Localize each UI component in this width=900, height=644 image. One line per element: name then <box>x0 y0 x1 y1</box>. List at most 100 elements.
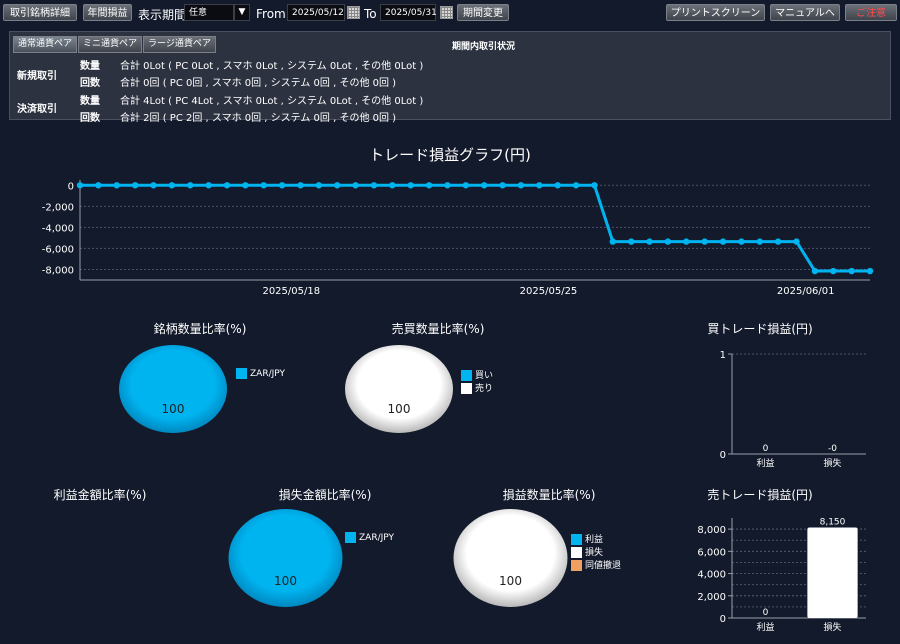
y-tick-label: -4,000 <box>42 223 74 234</box>
tab-standard-pairs[interactable]: 通常通貨ペア <box>13 36 78 53</box>
data-point <box>278 182 286 189</box>
caution-button[interactable]: ご注意 <box>845 4 897 21</box>
data-point <box>517 182 525 189</box>
y-tick-label: 2,000 <box>697 592 726 603</box>
pie-slice <box>345 345 453 433</box>
legend-item: 利益 <box>571 532 603 545</box>
bar-value-label: 0 <box>763 444 769 454</box>
legend-swatch <box>571 560 582 571</box>
series-line <box>80 183 870 273</box>
trade-pl-line-chart: 0 -2,000 -4,000 -6,000 -8,000 2025/05/18 2025/… <box>42 180 874 297</box>
period-select[interactable]: 任意 <box>184 4 234 21</box>
y-tick-label: 0 <box>68 181 74 192</box>
to-label: To <box>364 7 377 21</box>
from-date-input[interactable]: 2025/05/12 <box>287 4 345 21</box>
tab-large-pairs[interactable]: ラージ通貨ペア <box>143 36 216 53</box>
y-tick-label: -2,000 <box>42 202 74 213</box>
data-point <box>683 238 690 245</box>
data-point <box>774 238 782 245</box>
legend-item: 損失 <box>571 545 603 558</box>
y-tick-label: 8,000 <box>697 525 726 536</box>
data-point <box>370 182 378 189</box>
y-tick-label: 1 <box>720 350 726 361</box>
bar-value-label: -0 <box>828 444 837 454</box>
data-point <box>168 182 176 189</box>
bar-value-label: 0 <box>763 608 769 618</box>
bar-value-label: 8,150 <box>820 517 846 527</box>
pie-slice <box>453 509 568 607</box>
y-tick-label: 0 <box>720 614 726 625</box>
data-point <box>627 238 635 245</box>
period-label: 表示期間 <box>138 8 187 22</box>
data-point <box>793 238 800 245</box>
legend-item: 同値撤退 <box>571 558 621 571</box>
data-point <box>572 182 580 189</box>
settle-count-value: 合計 2回 ( PC 2回 , スマホ 0回 , システム 0回 , その他 0… <box>120 113 397 124</box>
bar2-title: 売トレード損益(円) <box>707 488 813 502</box>
sell-pl-bar-chart: 0 2,000 4,000 6,000 8,000 0 利益 8,150 損失 <box>697 517 866 633</box>
legend-swatch <box>461 370 472 381</box>
to-date-input[interactable]: 2025/05/31 <box>380 4 437 21</box>
data-point <box>95 182 102 189</box>
data-point <box>480 182 488 189</box>
new-qty-value: 合計 0Lot ( PC 0Lot , スマホ 0Lot , システム 0Lot… <box>120 61 424 72</box>
data-point <box>131 182 139 189</box>
trade-summary-panel: 通常通貨ペア ミニ通貨ペア ラージ通貨ペア 期間内取引状況 新規取引 数量 合計… <box>9 31 891 124</box>
annual-pl-button[interactable]: 年間損益 <box>83 4 132 21</box>
settle-count-label: 回数 <box>80 113 100 124</box>
data-point <box>554 182 561 189</box>
buy-pl-bar-chart: 0 1 0 利益 -0 損失 <box>720 350 866 469</box>
data-point <box>444 182 451 189</box>
pie2-title: 売買数量比率(%) <box>391 322 485 336</box>
y-tick-label: -8,000 <box>42 265 74 276</box>
legend-swatch <box>236 368 247 379</box>
calendar-icon[interactable] <box>440 6 453 19</box>
legend-swatch <box>461 383 472 394</box>
data-point <box>719 238 727 245</box>
data-point <box>591 182 598 189</box>
data-point <box>389 182 396 189</box>
data-point <box>297 182 304 189</box>
y-tick-label: -6,000 <box>42 244 74 255</box>
data-point <box>499 182 506 189</box>
chevron-down-icon[interactable]: ▼ <box>234 4 250 21</box>
settle-qty-label: 数量 <box>80 96 100 107</box>
pie5-title: 損失金額比率(%) <box>278 488 372 502</box>
pie1-title: 銘柄数量比率(%) <box>153 322 247 336</box>
manual-button[interactable]: マニュアルへ <box>770 4 840 21</box>
data-point <box>536 182 543 189</box>
symbol-qty-pie: 100 <box>119 345 227 433</box>
pie-slice <box>119 345 227 433</box>
x-tick-label: 損失 <box>823 457 841 469</box>
y-tick-label: 0 <box>720 450 726 461</box>
data-point <box>242 182 249 189</box>
line-chart-title: トレード損益グラフ(円) <box>369 146 531 164</box>
x-tick-label: 利益 <box>756 621 774 633</box>
data-point <box>407 182 414 189</box>
pie-value-label: 100 <box>388 402 411 416</box>
data-point <box>334 182 341 189</box>
print-screen-button[interactable]: プリントスクリーン <box>666 4 765 21</box>
x-tick-label: 2025/05/25 <box>520 286 578 297</box>
data-point <box>609 238 616 245</box>
pie-value-label: 100 <box>499 574 522 588</box>
bar1-title: 買トレード損益(円) <box>707 322 813 336</box>
pl-qty-pie: 100 <box>453 509 568 607</box>
legend-item: ZAR/JPY <box>345 532 394 543</box>
data-point <box>738 238 745 245</box>
change-period-button[interactable]: 期間変更 <box>457 4 509 21</box>
data-point <box>223 182 231 189</box>
y-tick-label: 6,000 <box>697 547 726 558</box>
legend-swatch <box>571 547 582 558</box>
calendar-icon[interactable] <box>347 6 360 19</box>
data-point <box>866 267 874 275</box>
pie-slice <box>228 509 343 607</box>
data-point <box>113 182 120 189</box>
data-point <box>352 182 359 189</box>
y-tick-label: 4,000 <box>697 570 726 581</box>
trade-detail-button[interactable]: 取引銘柄詳細 <box>3 4 77 21</box>
tab-mini-pairs[interactable]: ミニ通貨ペア <box>78 36 143 53</box>
new-count-value: 合計 0回 ( PC 0回 , スマホ 0回 , システム 0回 , その他 0… <box>120 78 397 89</box>
x-tick-label: 損失 <box>823 621 841 633</box>
settle-trade-label: 決済取引 <box>17 104 57 115</box>
